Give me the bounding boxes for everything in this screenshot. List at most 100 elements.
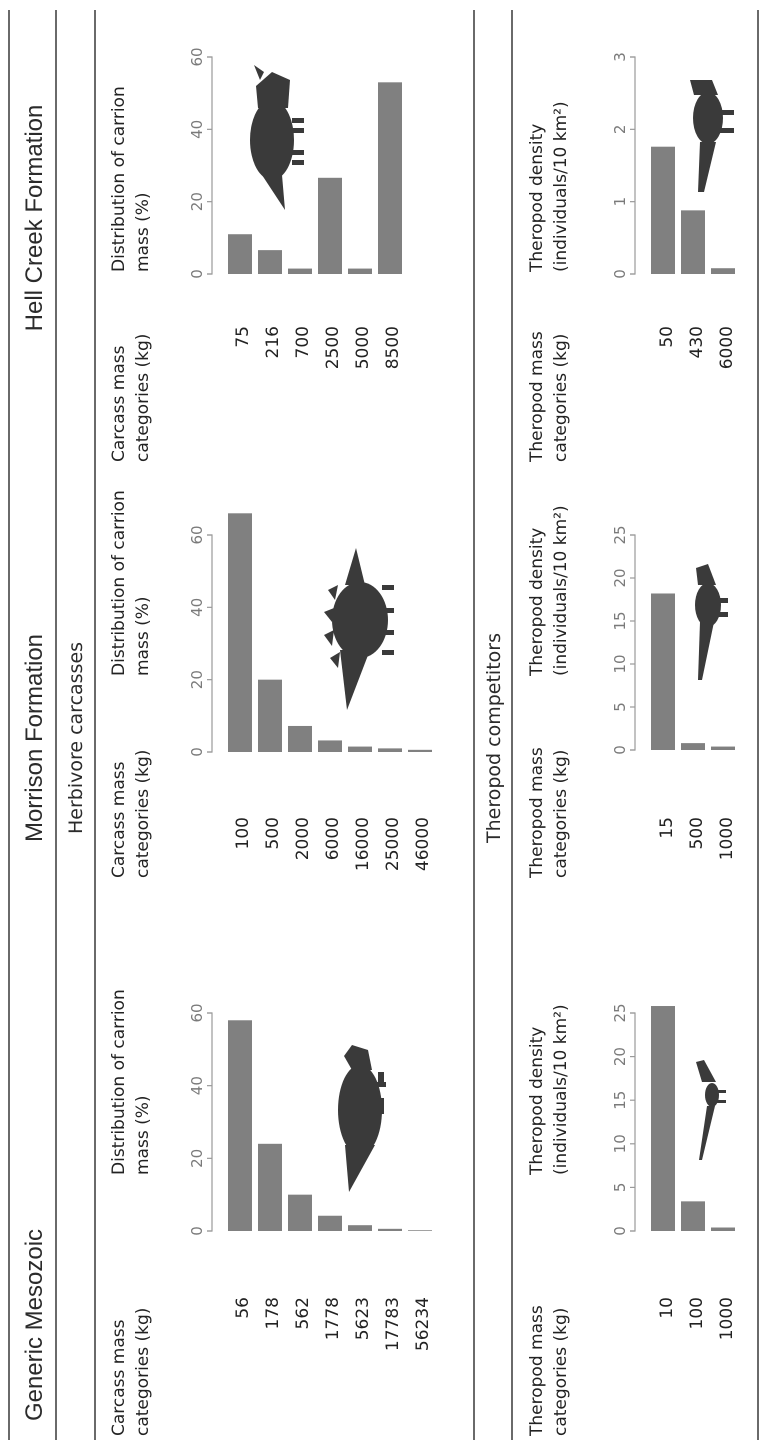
y-tick-label: 20 bbox=[188, 1149, 206, 1168]
y-tick-label: 5 bbox=[611, 702, 629, 712]
y-tick-label: 3 bbox=[611, 52, 629, 62]
header-carrion-dist-hellcreek: Distribution of carrion mass (%) bbox=[109, 86, 153, 272]
y-tick-label: 0 bbox=[611, 745, 629, 755]
y-axis-line bbox=[630, 56, 636, 275]
category-label: 1778 bbox=[323, 1297, 343, 1340]
category-label: 430 bbox=[687, 326, 707, 358]
region-title-morrison: Morrison Formation bbox=[21, 634, 48, 842]
y-tick-label: 40 bbox=[188, 1076, 206, 1095]
y-tick-label: 2 bbox=[611, 125, 629, 135]
y-tick-label: 60 bbox=[188, 47, 206, 66]
bar bbox=[348, 746, 372, 752]
category-label: 25000 bbox=[383, 817, 403, 871]
category-label: 500 bbox=[263, 817, 283, 849]
bar bbox=[378, 1228, 402, 1231]
region-title-generic: Generic Mesozoic bbox=[21, 1229, 48, 1421]
bar bbox=[228, 1020, 252, 1231]
header-theropod-density-hellcreek: Theropod density (individuals/10 km²) bbox=[527, 101, 571, 273]
header-theropod-cat-l2: categories (kg) bbox=[551, 334, 571, 462]
theropod-chart-generic: 0 5 10 15 20 25 10 100 1000 bbox=[611, 1003, 737, 1340]
theropod-chart-hellcreek: 0 1 2 3 50 430 6000 bbox=[611, 52, 737, 369]
hadrosaur-silhouette-icon bbox=[338, 1045, 386, 1192]
bar bbox=[651, 1006, 675, 1231]
y-tick-label: 40 bbox=[188, 120, 206, 139]
carrion-chart-hellcreek: 0 20 40 60 75 216 700 2500 5000 8500 bbox=[188, 47, 403, 369]
y-tick-label: 10 bbox=[611, 654, 629, 673]
header-carrion-dist-morrison: Distribution of carrion mass (%) bbox=[109, 490, 153, 676]
header-theropod-density-generic: Theropod density (individuals/10 km²) bbox=[527, 1004, 571, 1176]
header-theropod-density-l1: Theropod density bbox=[527, 1027, 547, 1176]
triceratops-silhouette-icon bbox=[250, 65, 304, 210]
category-label: 5623 bbox=[353, 1297, 373, 1340]
bar bbox=[318, 740, 342, 752]
bar bbox=[288, 268, 312, 274]
bar bbox=[711, 1227, 735, 1231]
y-tick-label: 0 bbox=[611, 1226, 629, 1236]
bar bbox=[408, 1230, 432, 1231]
bar bbox=[711, 746, 735, 750]
y-tick-label: 5 bbox=[611, 1183, 629, 1193]
header-carcass-cat-l2: categories (kg) bbox=[133, 750, 153, 878]
y-tick-label: 20 bbox=[188, 670, 206, 689]
bar bbox=[288, 725, 312, 752]
bar bbox=[681, 743, 705, 750]
header-carrion-dist-l1: Distribution of carrion bbox=[109, 490, 129, 676]
carrion-chart-generic: 0 20 40 60 56 178 562 1778 5623 17783 56234 bbox=[188, 1003, 433, 1351]
header-carrion-dist-l1: Distribution of carrion bbox=[109, 989, 129, 1175]
header-theropod-density-morrison: Theropod density (individuals/10 km²) bbox=[527, 505, 571, 677]
category-label: 6000 bbox=[717, 326, 737, 369]
header-carrion-dist-generic: Distribution of carrion mass (%) bbox=[109, 989, 153, 1175]
y-tick-label: 60 bbox=[188, 1003, 206, 1022]
header-carcass-cat-l1: Carcass mass bbox=[109, 345, 129, 462]
header-theropod-cat-l1: Theropod mass bbox=[527, 747, 547, 879]
y-axis-line bbox=[207, 56, 213, 275]
header-carrion-dist-l2: mass (%) bbox=[133, 192, 153, 272]
header-carcass-cat-l2: categories (kg) bbox=[133, 334, 153, 462]
y-tick-label: 10 bbox=[611, 1134, 629, 1153]
header-theropod-cat-l1: Theropod mass bbox=[527, 1305, 547, 1437]
header-carcass-cat-morrison: Carcass mass categories (kg) bbox=[109, 750, 153, 878]
category-label: 10 bbox=[657, 1297, 677, 1319]
bar bbox=[318, 1215, 342, 1231]
category-label: 100 bbox=[233, 817, 253, 849]
category-label: 6000 bbox=[323, 817, 343, 860]
theropod-chart-morrison: 0 5 10 15 20 25 15 500 1000 bbox=[611, 525, 737, 860]
y-tick-label: 15 bbox=[611, 1091, 629, 1110]
category-label: 5000 bbox=[353, 326, 373, 369]
header-theropod-cat-l2: categories (kg) bbox=[551, 750, 571, 878]
y-axis-line bbox=[630, 1012, 636, 1232]
small-theropod-silhouette-icon bbox=[695, 564, 728, 680]
y-tick-label: 0 bbox=[188, 747, 206, 757]
y-tick-label: 20 bbox=[611, 568, 629, 587]
header-carrion-dist-l2: mass (%) bbox=[133, 1095, 153, 1175]
header-theropod-cat-morrison: Theropod mass categories (kg) bbox=[527, 747, 571, 879]
bar bbox=[681, 1201, 705, 1231]
category-label: 15 bbox=[657, 817, 677, 839]
region-title-hellcreek: Hell Creek Formation bbox=[21, 105, 48, 332]
bar bbox=[651, 593, 675, 750]
category-label: 700 bbox=[293, 326, 313, 358]
header-theropod-density-l2: (individuals/10 km²) bbox=[551, 1004, 571, 1175]
y-tick-label: 25 bbox=[611, 1003, 629, 1022]
section-title-herbivore: Herbivore carcasses bbox=[65, 642, 87, 834]
header-theropod-density-l2: (individuals/10 km²) bbox=[551, 101, 571, 272]
section-title-theropod: Theropod competitors bbox=[483, 633, 505, 844]
y-tick-label: 0 bbox=[188, 269, 206, 279]
y-tick-label: 15 bbox=[611, 611, 629, 630]
bar bbox=[228, 234, 252, 274]
category-label: 500 bbox=[687, 817, 707, 849]
header-carcass-cat-l2: categories (kg) bbox=[133, 1308, 153, 1436]
bar bbox=[288, 1194, 312, 1231]
bar bbox=[408, 749, 432, 752]
header-theropod-density-l1: Theropod density bbox=[527, 528, 547, 677]
category-label: 2000 bbox=[293, 817, 313, 860]
header-carrion-dist-l1: Distribution of carrion bbox=[109, 86, 129, 272]
y-tick-label: 25 bbox=[611, 525, 629, 544]
header-theropod-cat-hellcreek: Theropod mass categories (kg) bbox=[527, 331, 571, 463]
y-tick-label: 0 bbox=[611, 269, 629, 279]
y-axis-line bbox=[207, 1012, 213, 1232]
bar bbox=[711, 268, 735, 274]
bar bbox=[681, 210, 705, 274]
header-theropod-cat-l2: categories (kg) bbox=[551, 1308, 571, 1436]
